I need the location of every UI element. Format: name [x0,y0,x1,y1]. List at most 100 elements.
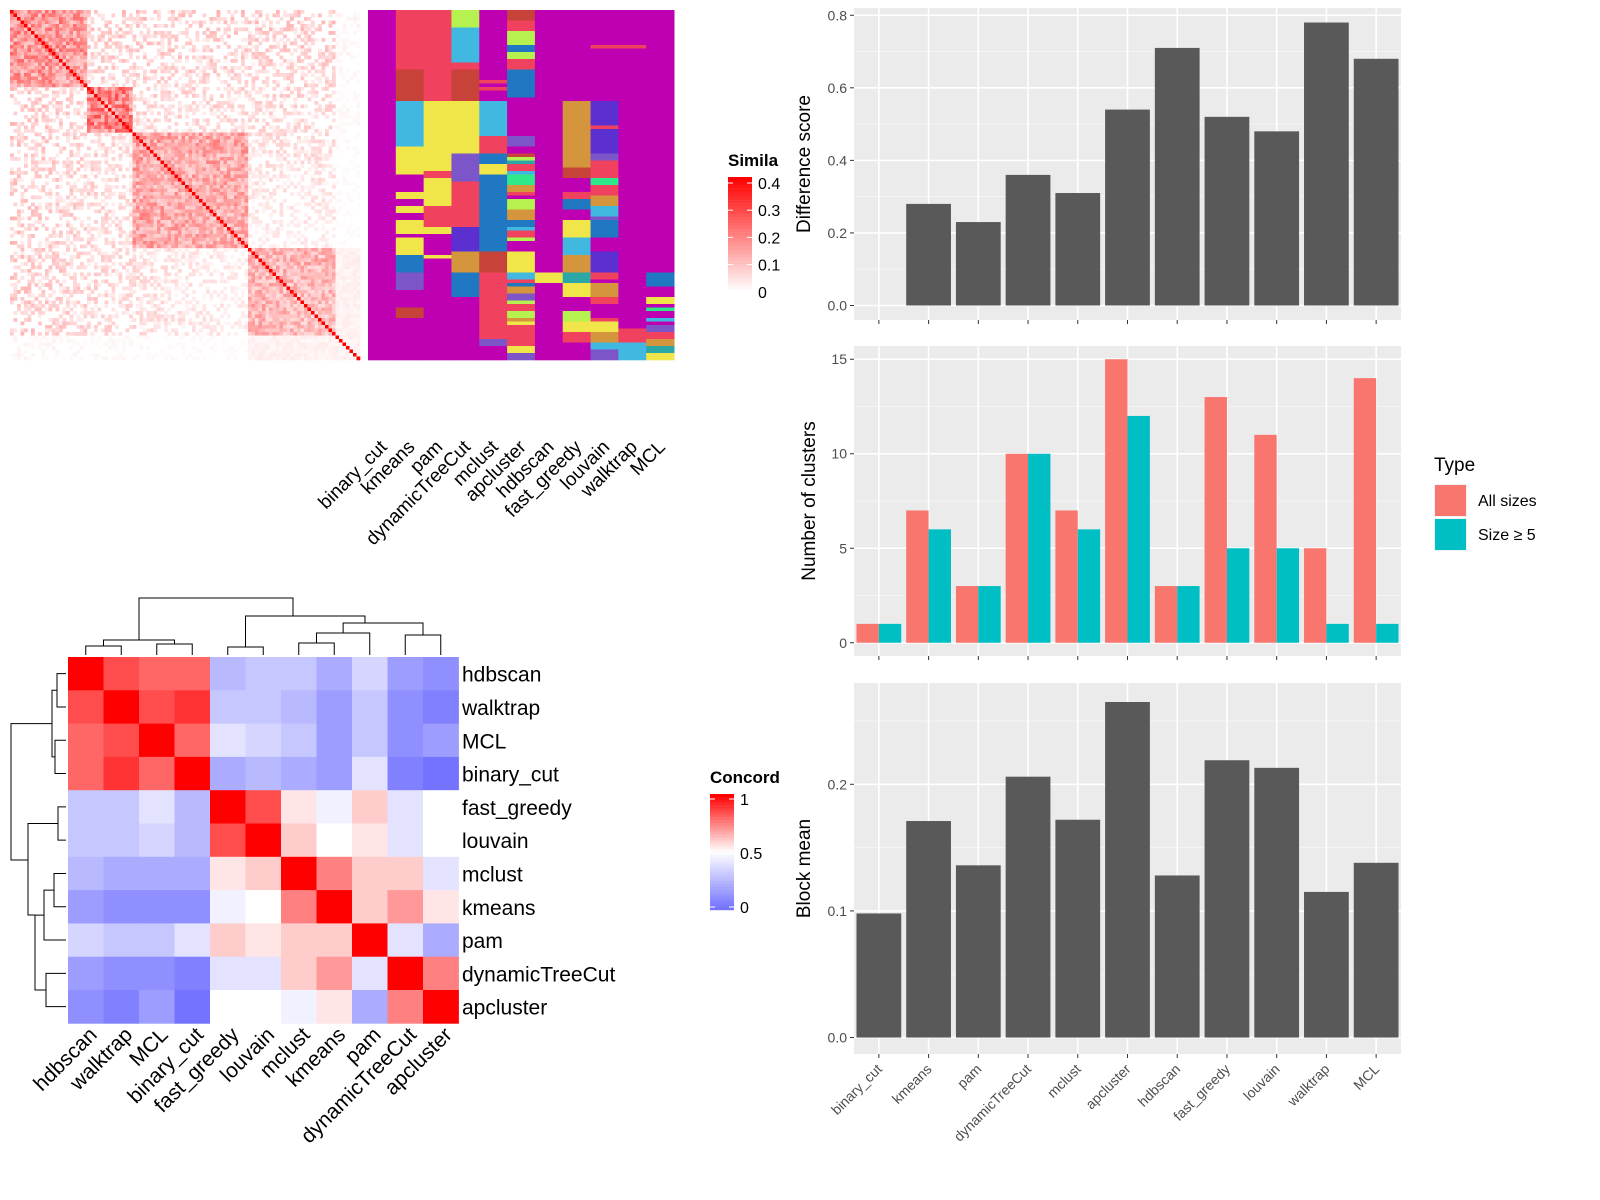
similarity-cell [167,69,172,74]
similarity-cell [311,206,315,210]
similarity-cell [258,59,263,63]
similarity-cell [195,157,200,161]
similarity-cell [251,132,256,137]
similarity-cell [136,73,140,77]
similarity-cell [335,59,340,63]
similarity-cell [244,276,249,280]
similarity-cell [80,318,84,322]
similarity-cell [87,227,91,231]
similarity-cell [55,73,60,77]
similarity-cell [318,178,322,182]
similarity-cell [206,269,210,273]
similarity-cell [20,80,25,84]
similarity-cell [202,304,207,308]
similarity-cell [115,80,119,84]
similarity-cell [248,66,252,70]
similarity-cell [314,90,319,95]
similarity-cell [195,202,200,207]
similarity-cell [87,73,91,77]
similarity-cell [167,139,172,144]
similarity-cell [125,90,130,95]
similarity-cell [227,195,231,200]
similarity-cell [248,171,252,175]
similarity-cell [321,69,326,74]
similarity-cell [255,167,259,172]
similarity-cell [192,241,196,245]
similarity-cell [181,325,186,329]
similarity-cell [38,48,42,53]
similarity-cell [171,279,175,284]
similarity-cell [150,251,154,256]
similarity-cell [139,97,144,102]
similarity-cell [230,143,235,147]
similarity-cell [94,342,98,347]
similarity-cell [262,188,266,193]
similarity-cell [335,223,340,228]
similarity-cell [122,31,126,35]
similarity-cell [38,13,42,18]
similarity-cell [45,118,49,123]
similarity-cell [185,213,189,217]
similarity-cell [209,272,214,277]
similarity-cell [286,160,291,165]
similarity-cell [132,223,137,228]
similarity-cell [311,150,315,154]
similarity-cell [104,356,109,361]
similarity-cell [73,80,77,84]
similarity-cell [195,255,200,259]
similarity-cell [10,17,14,21]
similarity-cell [293,104,298,109]
similarity-cell [178,223,182,228]
similarity-cell [94,356,98,361]
similarity-cell [174,202,179,207]
similarity-cell [199,164,203,168]
similarity-cell [258,27,263,32]
similarity-cell [314,153,319,158]
similarity-cell [241,153,245,158]
similarity-cell [48,80,53,84]
similarity-cell [10,283,14,287]
similarity-cell [220,104,224,109]
similarity-cell [48,55,53,60]
similarity-cell [244,248,249,252]
similarity-cell [328,153,333,158]
similarity-cell [237,202,242,207]
similarity-cell [132,202,137,207]
similarity-cell [20,332,25,336]
similarity-cell [160,171,165,175]
similarity-cell [262,52,266,56]
similarity-cell [10,38,14,42]
similarity-cell [248,48,252,53]
similarity-cell [230,227,235,231]
similarity-cell [209,227,214,231]
similarity-cell [111,90,116,95]
similarity-cell [209,237,214,242]
similarity-cell [174,244,179,249]
similarity-cell [262,248,266,252]
similarity-cell [346,181,350,186]
similarity-cell [195,248,200,252]
similarity-cell [237,90,242,95]
similarity-cell [59,150,63,154]
similarity-cell [258,13,263,18]
similarity-cell [244,66,249,70]
similarity-cell [192,20,196,25]
similarity-cell [55,55,60,60]
similarity-cell [220,185,224,189]
similarity-cell [27,244,32,249]
similarity-cell [66,237,70,242]
similarity-cell [311,31,315,35]
similarity-cell [45,342,49,347]
similarity-cell [223,153,228,158]
similarity-cell [118,108,123,112]
similarity-cell [209,181,214,186]
similarity-cell [150,108,154,112]
similarity-cell [24,66,28,70]
similarity-cell [342,45,347,49]
similarity-cell [230,265,235,270]
similarity-cell [132,185,137,189]
similarity-cell [171,328,175,333]
similarity-cell [118,223,123,228]
similarity-cell [199,199,203,203]
similarity-cell [104,59,109,63]
